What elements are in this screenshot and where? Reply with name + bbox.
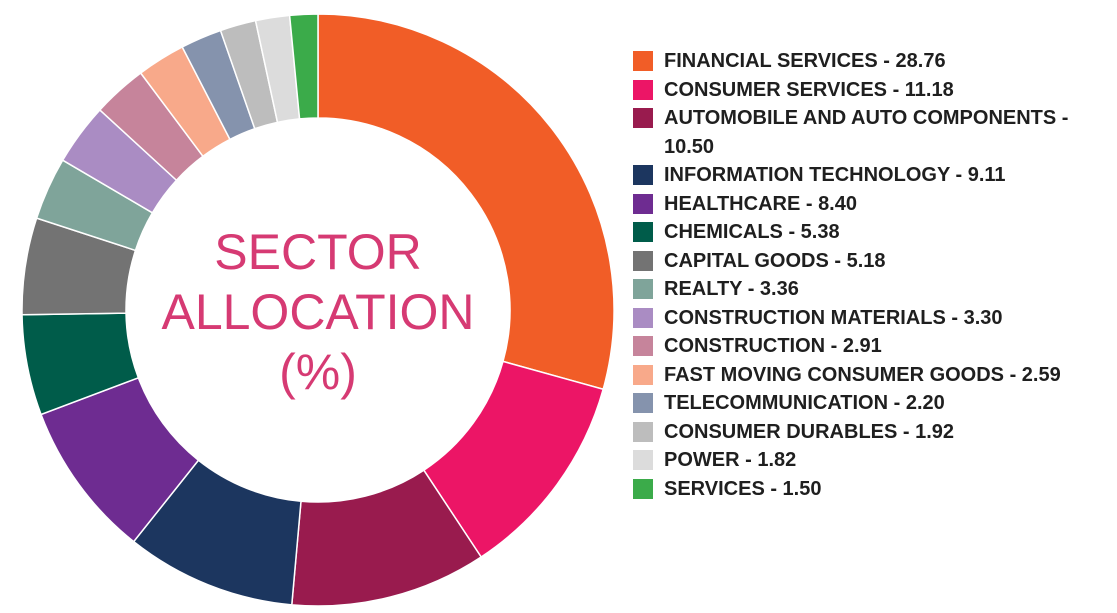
legend-swatch [633,165,653,185]
legend-item: CONSUMER DURABLES - 1.92 [633,418,1113,447]
chart-title-line-1: SECTOR [214,224,422,280]
legend-label: TELECOMMUNICATION - 2.20 [664,392,945,414]
legend-swatch [633,478,653,499]
legend-item: FAST MOVING CONSUMER GOODS - 2.59 [633,361,1113,390]
legend-label: CAPITAL GOODS - 5.18 [664,249,886,272]
legend-label: INFORMATION TECHNOLOGY - 9.11 [664,164,1006,186]
legend-item: REALTY - 3.36 [633,275,1113,304]
legend-swatch [633,222,653,242]
legend-label: AUTOMOBILE AND AUTO COMPONENTS - 10.50 [664,107,1069,158]
legend-item: AUTOMOBILE AND AUTO COMPONENTS - 10.50 [633,104,1113,161]
legend-label: HEALTHCARE - 8.40 [664,192,857,215]
donut-svg [21,13,615,607]
legend-label: FINANCIAL SERVICES - 28.76 [664,50,946,72]
legend-swatch [633,193,653,214]
legend: FINANCIAL SERVICES - 28.76 CONSUMER SERVI… [633,47,1113,503]
legend-label: REALTY - 3.36 [664,278,799,300]
legend-item: HEALTHCARE - 8.40 [633,190,1113,219]
legend-swatch [633,108,653,128]
pie-slice-14 [288,13,319,120]
legend-label: SERVICES - 1.50 [664,477,822,500]
legend-item: CONSTRUCTION MATERIALS - 3.30 [633,304,1113,333]
legend-label: CONSTRUCTION - 2.91 [664,335,882,357]
legend-label: CONSTRUCTION MATERIALS - 3.30 [664,306,1003,329]
legend-label: POWER - 1.82 [664,449,797,471]
legend-item: CONSUMER SERVICES - 11.18 [633,76,1113,105]
legend-swatch [633,279,653,299]
legend-swatch [633,307,653,328]
legend-item: CHEMICALS - 5.38 [633,218,1113,247]
legend-item: POWER - 1.82 [633,446,1113,475]
legend-item: TELECOMMUNICATION - 2.20 [633,389,1113,418]
donut-chart: SECTOR ALLOCATION (%) [21,13,615,607]
legend-label: FAST MOVING CONSUMER GOODS - 2.59 [664,363,1061,386]
legend-label: CONSUMER SERVICES - 11.18 [664,78,954,101]
legend-swatch [633,250,653,271]
legend-swatch [633,393,653,413]
legend-swatch [633,421,653,442]
chart-title-line-3: (%) [279,344,357,400]
legend-item: SERVICES - 1.50 [633,475,1113,504]
chart-title: SECTOR ALLOCATION (%) [108,222,528,402]
legend-swatch [633,450,653,470]
legend-swatch [633,51,653,71]
legend-label: CHEMICALS - 5.38 [664,221,840,243]
legend-item: CONSTRUCTION - 2.91 [633,332,1113,361]
legend-label: CONSUMER DURABLES - 1.92 [664,420,955,443]
chart-title-line-2: ALLOCATION [161,284,475,340]
legend-item: FINANCIAL SERVICES - 28.76 [633,47,1113,76]
legend-swatch [633,336,653,356]
legend-item: CAPITAL GOODS - 5.18 [633,247,1113,276]
legend-item: INFORMATION TECHNOLOGY - 9.11 [633,161,1113,190]
legend-swatch [633,364,653,385]
pie-slice-0 [317,13,615,391]
legend-swatch [633,79,653,100]
